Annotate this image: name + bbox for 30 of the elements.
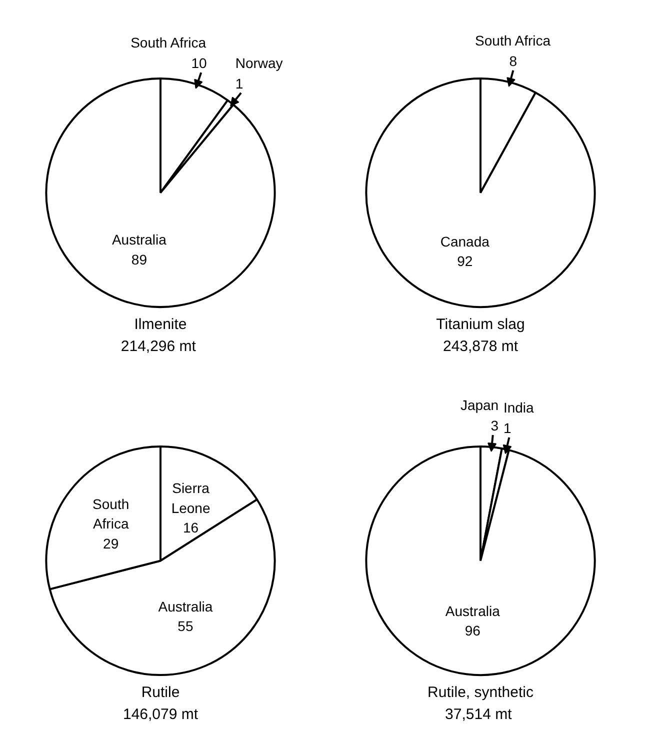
slice-label: Australia — [158, 598, 213, 614]
text: 146,079 mt — [122, 706, 199, 724]
data-label: 1 — [503, 420, 512, 436]
data-label: 16 — [182, 520, 199, 536]
slice-label: South Africa — [475, 32, 551, 48]
slice-label: South Africa — [130, 34, 206, 51]
text: 243,878 mt — [442, 338, 519, 356]
data-label: 96 — [464, 622, 481, 639]
data-label: 1 — [235, 76, 244, 92]
slice-label: Norway — [235, 54, 283, 71]
slice-label: Australia — [112, 232, 167, 248]
data-label: 29 — [103, 535, 119, 552]
slice-label: South Africa — [92, 496, 130, 532]
slice-label: India — [503, 399, 534, 416]
data-label: 3 — [490, 418, 499, 434]
data-label: 92 — [457, 253, 473, 270]
text: Rutile — [141, 684, 180, 702]
slice-label: Australia — [445, 602, 500, 619]
data-label: 10 — [191, 55, 208, 72]
data-label: 55 — [178, 618, 194, 634]
text: 37,514 mt — [445, 706, 513, 724]
data-label: 8 — [509, 52, 518, 69]
slice-label: Canada — [440, 233, 490, 250]
text: Rutile, synthetic — [428, 684, 534, 702]
slice-label: Japan — [460, 397, 499, 413]
slice-label: Sierra Leone — [171, 480, 210, 516]
text: 214,296 mt — [120, 338, 197, 356]
text: Ilmenite — [134, 316, 187, 334]
text: Titanium slag — [436, 316, 525, 334]
data-label: 89 — [131, 251, 148, 268]
